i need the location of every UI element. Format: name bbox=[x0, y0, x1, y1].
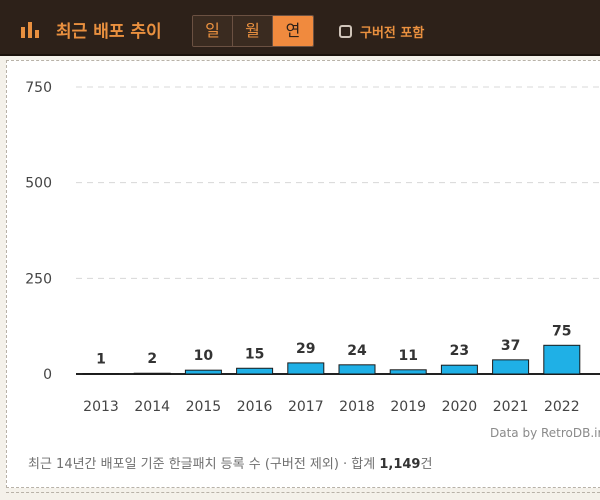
bar-value-label: 15 bbox=[245, 346, 264, 362]
x-tick-label: 2013 bbox=[83, 399, 119, 415]
bar-value-label: 1 bbox=[96, 352, 106, 368]
x-tick-label: 2022 bbox=[544, 399, 580, 415]
y-tick-label: 250 bbox=[25, 271, 52, 287]
panel-bottom-border bbox=[6, 492, 600, 493]
include-old-versions-label[interactable]: 구버전 포함 bbox=[360, 26, 425, 41]
bar-value-label: 29 bbox=[296, 341, 315, 357]
page-title: 최근 배포 추이 bbox=[56, 22, 162, 42]
x-tick-label: 2018 bbox=[339, 399, 375, 415]
x-tick-label: 2017 bbox=[288, 399, 324, 415]
y-tick-label: 500 bbox=[25, 176, 52, 192]
x-tick-label: 2020 bbox=[442, 399, 478, 415]
bar-value-label: 75 bbox=[552, 323, 571, 339]
bar-value-label: 37 bbox=[501, 338, 520, 354]
include-old-versions-toggle[interactable]: 구버전 포함 bbox=[339, 22, 424, 41]
x-tick-label: 2016 bbox=[237, 399, 273, 415]
data-credit: Data by RetroDB.ir bbox=[490, 426, 600, 440]
summary-suffix: 건 bbox=[420, 457, 433, 472]
bar bbox=[440, 364, 478, 375]
bar-value-label: 24 bbox=[347, 343, 367, 359]
bar bbox=[492, 359, 530, 375]
y-tick-label: 750 bbox=[25, 80, 52, 96]
bar bbox=[184, 369, 222, 375]
tab-day[interactable]: 일 bbox=[193, 16, 233, 46]
bar bbox=[389, 369, 427, 375]
bar-value-label: 10 bbox=[194, 348, 214, 364]
include-old-versions-checkbox[interactable] bbox=[339, 25, 352, 38]
chart-panel bbox=[6, 60, 600, 488]
y-tick-label: 0 bbox=[43, 367, 52, 383]
header-bar: 최근 배포 추이 일 월 연 구버전 포함 bbox=[0, 0, 600, 56]
period-toggle: 일 월 연 bbox=[192, 15, 314, 47]
x-tick-label: 2015 bbox=[186, 399, 222, 415]
x-tick-label: 2014 bbox=[134, 399, 170, 415]
chart-summary: 최근 14년간 배포일 기준 한글패치 등록 수 (구버전 제외) · 합계 1… bbox=[28, 453, 432, 472]
bar-value-label: 2 bbox=[147, 351, 157, 367]
bar bbox=[236, 367, 274, 375]
bar-value-label: 23 bbox=[450, 343, 469, 359]
bar-chart-icon bbox=[21, 22, 39, 38]
bar bbox=[338, 364, 376, 375]
x-tick-label: 2021 bbox=[493, 399, 529, 415]
bar bbox=[543, 344, 581, 375]
tab-month[interactable]: 월 bbox=[233, 16, 273, 46]
x-tick-label: 2019 bbox=[390, 399, 426, 415]
tab-year[interactable]: 연 bbox=[273, 16, 313, 46]
summary-text: 최근 14년간 배포일 기준 한글패치 등록 수 (구버전 제외) · 합계 bbox=[28, 457, 380, 472]
bar bbox=[287, 362, 325, 375]
bar bbox=[133, 372, 171, 375]
summary-total: 1,149 bbox=[379, 457, 421, 472]
bar-value-label: 11 bbox=[398, 348, 417, 364]
